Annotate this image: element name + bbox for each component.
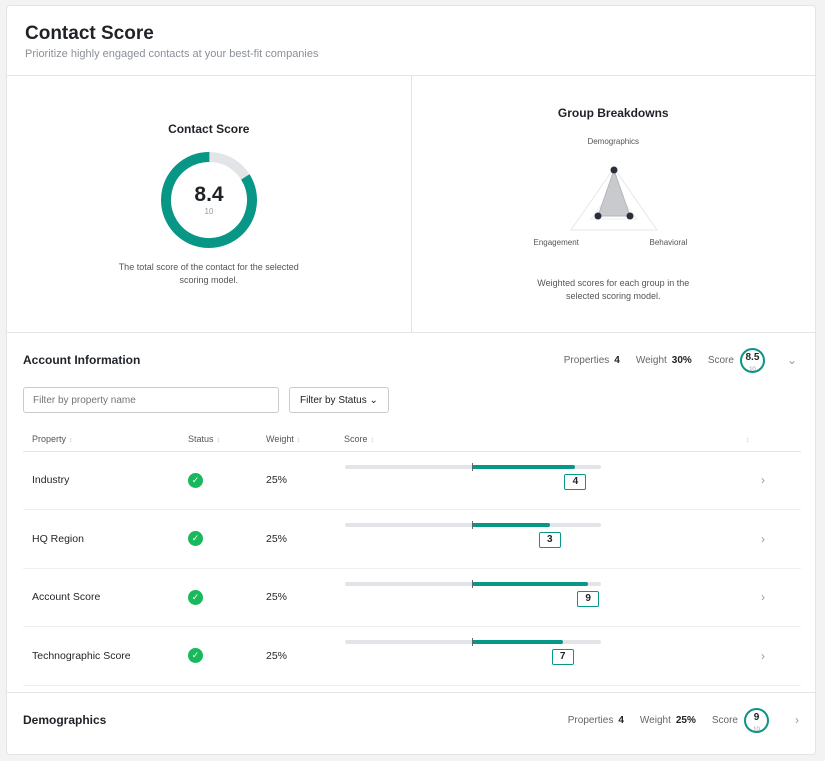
score-bar-fill — [472, 523, 550, 527]
column-weight[interactable]: Weight ↕ — [257, 427, 335, 452]
property-name: Account Score — [23, 568, 179, 627]
header: Contact Score Prioritize highly engaged … — [7, 6, 815, 76]
table-row[interactable]: Technographic Score ✓ 25% 7 › — [23, 626, 801, 686]
score-bar-fill — [472, 581, 589, 586]
row-expand[interactable]: › — [749, 451, 801, 510]
check-icon: ✓ — [188, 472, 203, 488]
score-bar — [345, 638, 601, 646]
property-name: Technographic Score — [23, 626, 179, 686]
score-bar — [345, 579, 601, 588]
score-bar-midpoint — [472, 638, 473, 646]
table-row[interactable]: Account Score ✓ 25% 9 › — [23, 568, 801, 627]
status-filter-button[interactable]: Filter by Status ⌄ — [289, 387, 389, 413]
row-expand[interactable]: › — [749, 626, 801, 686]
contact-score-card: Contact Score Prioritize highly engaged … — [6, 5, 816, 755]
page-subtitle: Prioritize highly engaged contacts at yo… — [25, 48, 319, 60]
status-cell: ✓ — [179, 509, 257, 569]
score-label: Score — [707, 354, 734, 366]
radar-point-demographics — [610, 166, 617, 174]
status-cell: ✓ — [179, 626, 257, 686]
score-badge: 7 — [551, 649, 574, 665]
status-cell: ✓ — [179, 568, 257, 627]
row-expand[interactable]: › — [749, 509, 801, 569]
radar-chart — [569, 166, 658, 231]
contact-score-pane: Contact Score 8.4 10 The total score of … — [7, 76, 411, 332]
score-cell: 3 — [335, 509, 750, 569]
score-badge: 4 — [564, 473, 587, 490]
weight: Weight 25% — [639, 714, 696, 726]
row-expand[interactable]: › — [749, 568, 801, 627]
section-title: Demographics — [23, 713, 107, 727]
score-badge: 3 — [538, 532, 561, 548]
check-icon: ✓ — [188, 648, 203, 664]
score-bar — [345, 462, 601, 471]
score-bar — [345, 521, 601, 529]
status-cell: ✓ — [179, 451, 257, 510]
column-status[interactable]: Status ↕ — [179, 427, 257, 452]
property-filter-input[interactable] — [23, 387, 279, 413]
check-icon: ✓ — [188, 531, 203, 547]
score-bar-midpoint — [472, 579, 473, 588]
properties-count: Properties 4 — [563, 354, 620, 366]
property-name: HQ Region — [23, 509, 179, 569]
score-bar-midpoint — [472, 521, 473, 529]
score-ring: 8.5 10 — [739, 347, 765, 373]
weight-cell: 25% — [257, 509, 335, 569]
property-name: Industry — [23, 451, 179, 510]
radar-point-engagement — [594, 212, 601, 220]
table-row[interactable]: Industry ✓ 25% 4 › — [23, 451, 801, 510]
account-information-section: Account Information Properties 4 Weight 30… — [7, 333, 815, 686]
column-property[interactable]: Property ↕ — [23, 427, 179, 452]
properties-count: Properties 4 — [567, 714, 624, 726]
properties-table: Property ↕ Status ↕ Weight ↕ Score ↕ ↕ Indust… — [23, 427, 801, 686]
demographics-section[interactable]: Demographics Properties 4 Weight 25% Score… — [7, 692, 815, 754]
page-title: Contact Score — [25, 23, 154, 44]
group-breakdowns-title: Group Breakdowns — [557, 106, 669, 120]
axis-label-behavioral: Behavioral — [649, 238, 688, 247]
weight: Weight 30% — [635, 354, 692, 366]
axis-label-engagement: Engagement — [533, 238, 579, 247]
contact-score-title: Contact Score — [168, 122, 250, 136]
group-breakdowns-description: Weighted scores for each group in the se… — [537, 278, 690, 301]
score-cell: 7 — [335, 626, 750, 686]
chevron-right-icon[interactable]: › — [761, 473, 765, 488]
score-cell: 9 — [335, 568, 750, 627]
chevron-right-icon[interactable]: › — [761, 531, 765, 546]
radar-point-behavioral — [626, 212, 633, 220]
axis-label-demographics: Demographics — [587, 137, 640, 146]
score-bar-fill — [472, 640, 563, 644]
group-breakdowns-pane: Group Breakdowns Demographics Engagement… — [410, 76, 816, 332]
weight-cell: 25% — [257, 626, 335, 686]
check-icon: ✓ — [188, 589, 203, 605]
contact-score-description: The total score of the contact for the s… — [118, 262, 299, 285]
chevron-right-icon[interactable]: › — [795, 713, 799, 727]
score-donut — [161, 152, 257, 248]
table-row[interactable]: HQ Region ✓ 25% 3 › — [23, 509, 801, 569]
score-bar-midpoint — [472, 462, 473, 471]
score-bar-fill — [472, 464, 576, 469]
weight-cell: 25% — [257, 568, 335, 627]
column-score[interactable]: Score ↕ ↕ — [335, 427, 750, 452]
section-title: Account Information — [23, 353, 141, 367]
weight-cell: 25% — [257, 451, 335, 510]
chevron-right-icon[interactable]: › — [761, 648, 765, 663]
score-cell: 4 — [335, 451, 750, 510]
score-ring: 9 10 — [744, 707, 769, 733]
score-value: 8.4 — [194, 183, 224, 206]
score-badge: 9 — [577, 590, 600, 607]
chevron-down-icon[interactable]: ⌄ — [786, 353, 797, 367]
score-max: 10 — [204, 207, 214, 216]
score-label: Score — [711, 714, 738, 726]
chevron-right-icon[interactable]: › — [761, 590, 765, 605]
